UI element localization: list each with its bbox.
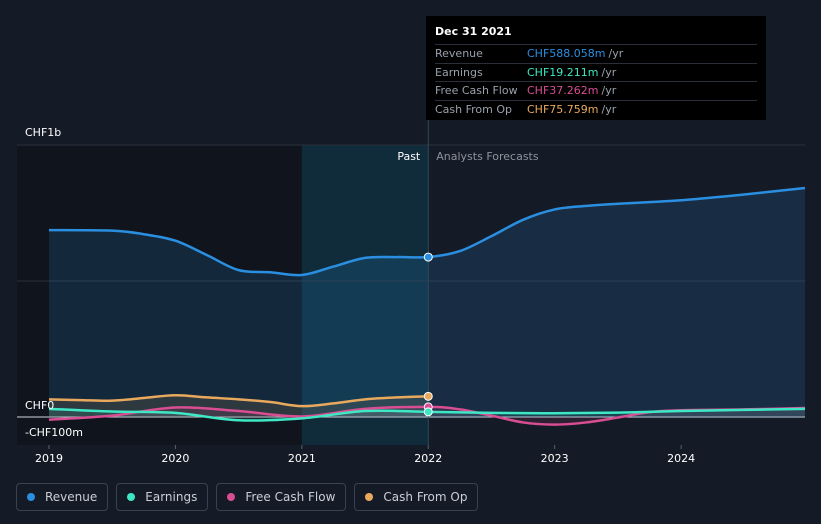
gridlines bbox=[17, 144, 805, 418]
cash-from-op-line bbox=[48, 393, 429, 408]
x-tick-label: 2024 bbox=[667, 452, 695, 465]
legend-item-free-cash-flow[interactable]: Free Cash Flow bbox=[216, 483, 347, 511]
legend-item-cash-from-op[interactable]: Cash From Op bbox=[354, 483, 479, 511]
earnings-dot-icon bbox=[127, 493, 136, 501]
tooltip-value: CHF588.058m bbox=[527, 47, 606, 61]
revenue-dot-icon bbox=[27, 493, 35, 501]
tooltip-value: CHF37.262m bbox=[527, 84, 599, 98]
x-tick-label: 2019 bbox=[35, 452, 63, 465]
tooltip-label: Revenue bbox=[435, 47, 483, 61]
legend-item-earnings[interactable]: Earnings bbox=[116, 483, 209, 511]
past-label: Past bbox=[397, 150, 421, 163]
tooltip-unit: /yr bbox=[601, 65, 617, 79]
x-tick-label: 2023 bbox=[541, 452, 569, 465]
tooltip-unit: /yr bbox=[601, 84, 617, 98]
x-tick-label: 2022 bbox=[414, 452, 442, 465]
tooltip-label: Earnings bbox=[435, 65, 483, 79]
x-tick-label: 2020 bbox=[161, 452, 189, 465]
cash-from-op-dot-icon bbox=[365, 493, 374, 501]
tooltip: Dec 31 2021 Revenue CHF588.058m /yr Earn… bbox=[426, 16, 766, 120]
tooltip-value: CHF19.211m bbox=[527, 65, 599, 79]
revenue-area bbox=[49, 187, 805, 417]
tooltip-label: Free Cash Flow bbox=[435, 84, 518, 98]
y-label-zero: CHF0 bbox=[25, 399, 54, 412]
forecast-label: Analysts Forecasts bbox=[436, 150, 539, 163]
legend-label: Cash From Op bbox=[383, 490, 468, 504]
tooltip-label: Cash From Op bbox=[435, 102, 513, 116]
earnings-marker bbox=[423, 407, 433, 417]
tooltip-row: Revenue CHF588.058m /yr bbox=[435, 44, 757, 63]
legend-item-revenue[interactable]: Revenue bbox=[16, 483, 109, 511]
tooltip-row: Free Cash Flow CHF37.262m /yr bbox=[435, 81, 757, 100]
free-cash-flow-dot-icon bbox=[227, 493, 236, 501]
x-tick-label: 2021 bbox=[288, 452, 316, 465]
tooltip-value: CHF75.759m bbox=[527, 102, 599, 116]
revenue-marker bbox=[423, 252, 433, 262]
tooltip-unit: /yr bbox=[601, 102, 617, 116]
series-markers bbox=[423, 252, 433, 417]
past-highlight bbox=[301, 145, 429, 445]
legend-label: Free Cash Flow bbox=[245, 490, 336, 504]
x-axis: 2019 2020 2021 2022 2023 2024 bbox=[35, 445, 695, 465]
cash-from-op-marker bbox=[423, 391, 433, 401]
legend: Revenue Earnings Free Cash Flow Cash Fro… bbox=[16, 483, 479, 511]
legend-label: Revenue bbox=[45, 490, 98, 504]
legend-label: Earnings bbox=[145, 490, 198, 504]
tooltip-unit: /yr bbox=[608, 47, 624, 61]
tooltip-date: Dec 31 2021 bbox=[435, 25, 512, 38]
tooltip-row: Cash From Op CHF75.759m /yr bbox=[435, 99, 757, 119]
y-label-top: CHF1b bbox=[25, 126, 61, 139]
y-label-bottom: -CHF100m bbox=[25, 426, 83, 439]
tooltip-row: Earnings CHF19.211m /yr bbox=[435, 62, 757, 82]
